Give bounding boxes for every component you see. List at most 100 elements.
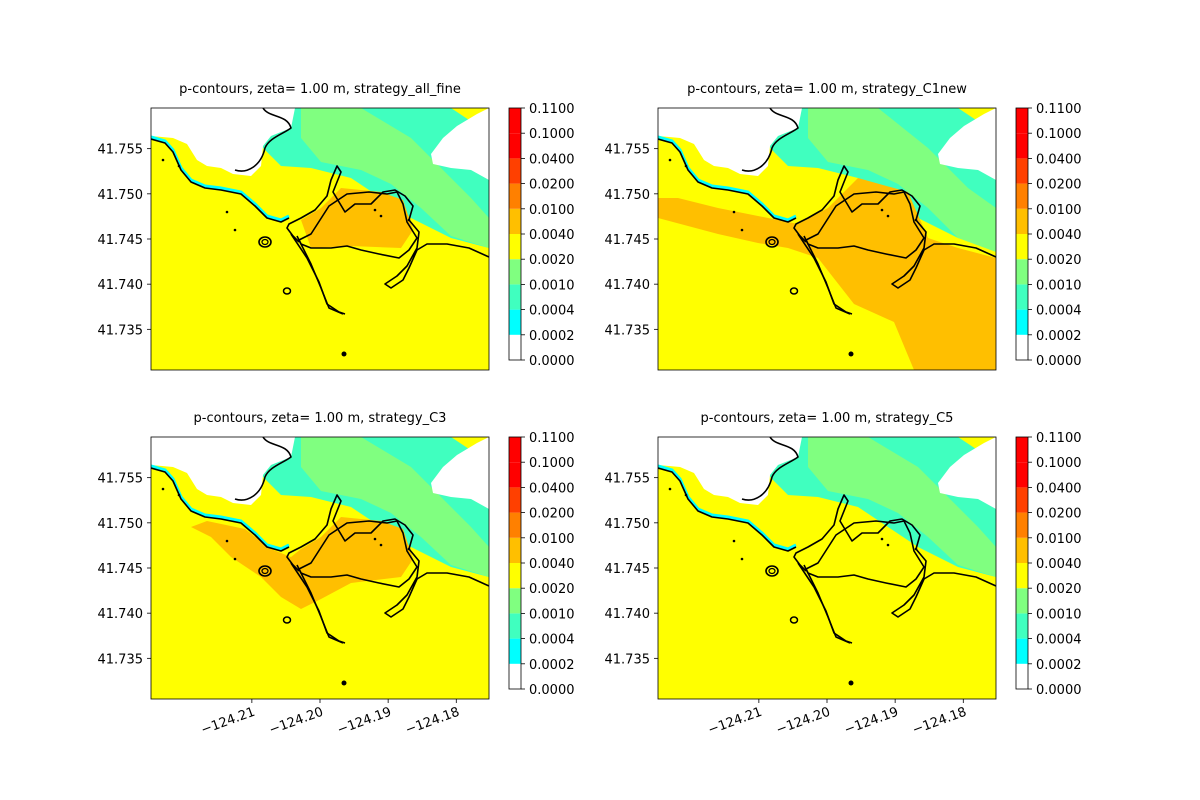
rock-dot-7 <box>914 218 918 222</box>
rock-2 <box>341 351 347 357</box>
x-tick-label: −124.18 <box>404 705 462 738</box>
colorbar-segment-1 <box>509 334 521 360</box>
x-tick-label: −124.20 <box>267 705 325 738</box>
y-tick-label: 41.740 <box>98 607 144 622</box>
rock-dot-1 <box>161 158 165 162</box>
y-tick-label: 41.745 <box>98 562 144 577</box>
y-tick-label: 41.735 <box>98 652 144 667</box>
colorbar-tick-label: 0.0040 <box>529 228 575 243</box>
harbor-outline <box>298 520 418 588</box>
colorbar-segment-10 <box>509 437 521 463</box>
colorbar-segment-3 <box>1016 613 1028 639</box>
subplot-title: p-contours, zeta= 1.00 m, strategy_C1new <box>687 82 967 97</box>
rock-1 <box>282 287 292 295</box>
rock-2 <box>341 680 347 686</box>
colorbar-tick-label: 0.0004 <box>1036 633 1082 648</box>
rock-dot-6 <box>886 214 890 218</box>
y-tick-label: 41.735 <box>605 652 651 667</box>
colorbar-segment-5 <box>1016 563 1028 589</box>
colorbar-segment-2 <box>509 309 521 335</box>
land-north <box>151 108 295 176</box>
rock-dot-1 <box>668 158 672 162</box>
colorbar-segment-6 <box>509 537 521 563</box>
x-tick-label: −124.19 <box>842 705 900 738</box>
subplot-4: p-contours, zeta= 1.00 m, strategy_C5 41.… <box>605 411 1082 738</box>
y-tick-label: 41.740 <box>605 278 651 293</box>
probability-field <box>151 437 489 699</box>
subplot-title: p-contours, zeta= 1.00 m, strategy_all_f… <box>179 82 461 97</box>
headland-outline <box>234 437 292 501</box>
harbor-outline <box>298 191 418 259</box>
colorbar: 0.0000 0.0002 0.0004 0.0010 0.0020 0.0040 0.01… <box>1015 431 1082 698</box>
colorbar-tick-label: 0.0100 <box>529 203 575 218</box>
y-tick-label: 41.745 <box>98 233 144 248</box>
colorbar-tick-label: 0.0010 <box>529 607 575 622</box>
rock-dot-7 <box>914 547 918 551</box>
colorbar-segment-1 <box>1016 334 1028 360</box>
island-ring <box>258 236 272 248</box>
colorbar-tick-label: 0.0010 <box>529 278 575 293</box>
land-northeast <box>938 108 996 180</box>
colorbar-segment-5 <box>509 563 521 589</box>
subplot-3: p-contours, zeta= 1.00 m, strategy_C3 41.… <box>98 411 575 738</box>
land-north <box>151 437 295 505</box>
harbor-outline <box>805 520 925 588</box>
colorbar-segment-6 <box>509 208 521 234</box>
colorbar-segment-2 <box>1016 638 1028 664</box>
headland-outline <box>234 108 292 172</box>
subplot-title: p-contours, zeta= 1.00 m, strategy_C5 <box>701 411 954 426</box>
colorbar-tick-label: 0.0010 <box>1036 607 1082 622</box>
y-tick-label: 41.745 <box>605 233 651 248</box>
colorbar-tick-label: 0.0004 <box>529 304 575 319</box>
colorbar-tick-label: 0.0400 <box>1036 481 1082 496</box>
shoreline-west <box>658 467 797 552</box>
rock-dot-2 <box>177 164 181 168</box>
probability-field <box>658 108 996 370</box>
y-tick-label: 41.755 <box>98 143 144 158</box>
colorbar-tick-label: 0.0200 <box>529 507 575 522</box>
island-ring <box>258 565 272 577</box>
colorbar-tick-label: 0.0002 <box>529 329 575 344</box>
colorbar-segment-10 <box>1016 437 1028 463</box>
y-tick-label: 41.755 <box>98 472 144 487</box>
colorbar-tick-label: 0.0004 <box>529 633 575 648</box>
colorbar-tick-label: 0.0020 <box>1036 253 1082 268</box>
colorbar-segment-7 <box>1016 512 1028 538</box>
colorbar-tick-label: 0.1000 <box>529 456 575 471</box>
land-northeast <box>431 437 489 509</box>
colorbar-tick-label: 0.0100 <box>1036 203 1082 218</box>
colorbar: 0.0000 0.0002 0.0004 0.0010 0.0020 0.0040 0.01… <box>508 431 575 698</box>
shoreline-west <box>658 138 797 223</box>
land-northeast <box>431 108 489 180</box>
colorbar-tick-label: 0.0020 <box>529 582 575 597</box>
colorbar-segment-3 <box>509 613 521 639</box>
y-tick-label: 41.735 <box>98 323 144 338</box>
island-core <box>768 567 776 575</box>
colorbar-tick-label: 0.0000 <box>1036 354 1082 369</box>
rock-dot-3 <box>732 210 736 214</box>
rock-dot-6 <box>886 543 890 547</box>
x-tick-label: −124.18 <box>911 705 969 738</box>
rock-dot-3 <box>225 210 229 214</box>
colorbar-tick-label: 0.0002 <box>1036 329 1082 344</box>
colorbar-segment-6 <box>1016 537 1028 563</box>
rock-dot-7 <box>407 547 411 551</box>
jetty-east <box>803 235 851 315</box>
colorbar: 0.0000 0.0002 0.0004 0.0010 0.0020 0.0040 0.01… <box>508 102 575 369</box>
x-tick-label: −124.21 <box>706 705 764 738</box>
colorbar-tick-label: 0.0040 <box>529 557 575 572</box>
colorbar-segment-8 <box>509 487 521 513</box>
shoreline-east <box>793 165 996 289</box>
colorbar-segment-3 <box>1016 284 1028 310</box>
rock-2 <box>848 351 854 357</box>
rock-1 <box>282 616 292 624</box>
colorbar-segment-4 <box>509 588 521 614</box>
island-ring <box>765 565 779 577</box>
contour-band-3 <box>658 178 996 370</box>
colorbar-tick-label: 0.0200 <box>1036 507 1082 522</box>
contour-band-3 <box>301 188 413 248</box>
colorbar-tick-label: 0.1100 <box>529 102 575 117</box>
headland-outline <box>741 437 799 501</box>
colorbar-tick-label: 0.0020 <box>529 253 575 268</box>
colorbar-segment-4 <box>1016 588 1028 614</box>
